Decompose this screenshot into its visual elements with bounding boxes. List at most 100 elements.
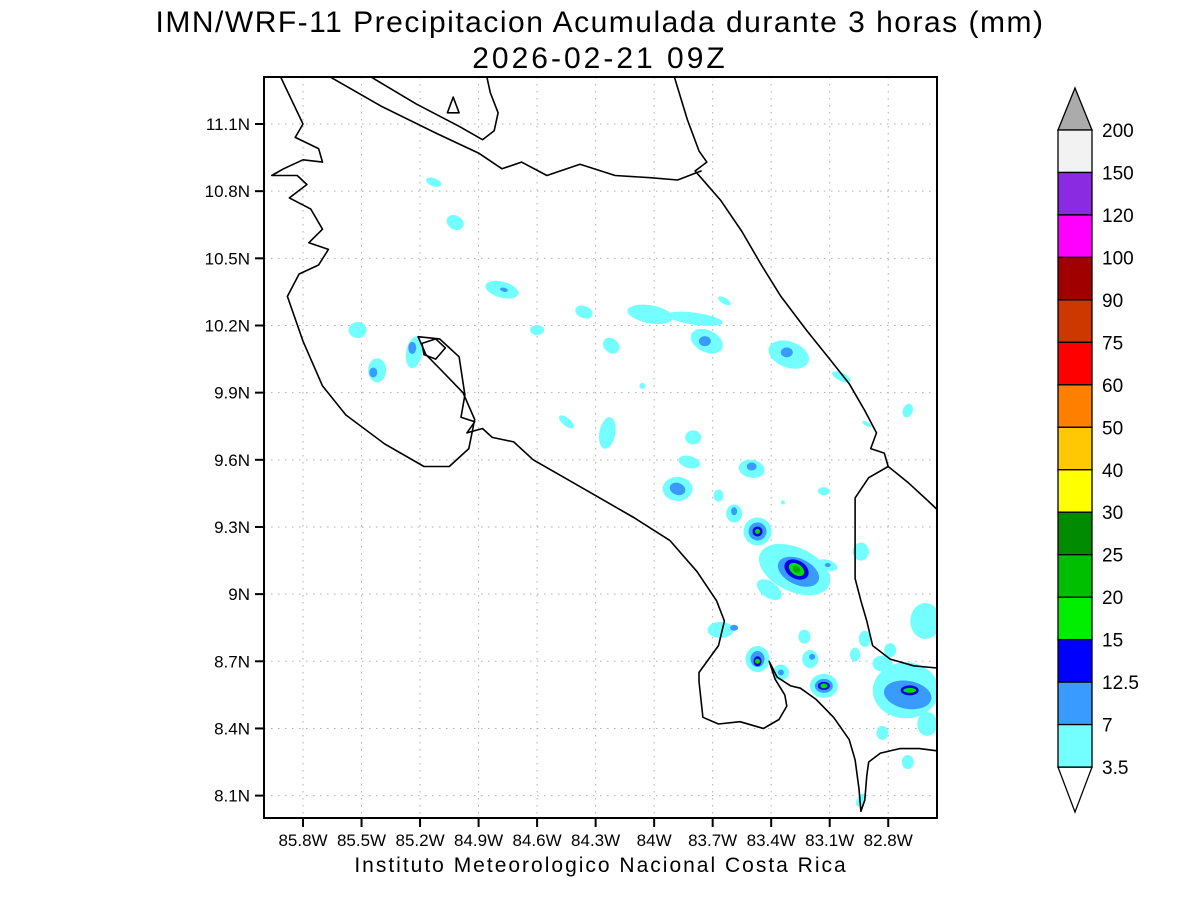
precip-cell-b bbox=[669, 482, 686, 496]
colorbar-label: 100 bbox=[1102, 248, 1134, 269]
precip-cell-c bbox=[713, 489, 724, 502]
precip-cell-c bbox=[852, 542, 869, 561]
precip-cell-c bbox=[876, 725, 889, 740]
colorbar-segment bbox=[1057, 723, 1093, 768]
coastline-pacific-coast bbox=[270, 77, 937, 813]
colorbar-label: 30 bbox=[1102, 503, 1123, 524]
y-tick-label: 10.8N bbox=[205, 182, 250, 201]
coastline-lake-island bbox=[446, 96, 460, 114]
precip-cell-g bbox=[754, 527, 762, 535]
x-tick-label: 84W bbox=[637, 831, 672, 850]
precip-cell-c bbox=[858, 630, 871, 647]
colorbar-segment bbox=[1057, 171, 1093, 216]
colorbar-segment bbox=[1057, 638, 1093, 683]
precip-cell-dg bbox=[792, 566, 801, 573]
precip-cell-b bbox=[730, 624, 739, 631]
coastline-caribbean-coast bbox=[673, 77, 937, 511]
precip-cell-g bbox=[902, 686, 918, 694]
precip-cell-c bbox=[348, 321, 367, 338]
precip-cell-c bbox=[917, 711, 937, 736]
precip-cell-c bbox=[678, 455, 700, 469]
precip-cell-b bbox=[809, 653, 816, 660]
colorbar-segment bbox=[1057, 129, 1093, 174]
precip-cell-b bbox=[408, 341, 417, 354]
colorbar-segment bbox=[1057, 596, 1093, 641]
precip-cell-c bbox=[884, 643, 897, 658]
colorbar-segment bbox=[1057, 299, 1093, 344]
precip-cell-b bbox=[698, 336, 711, 347]
colorbar-label: 3.5 bbox=[1102, 758, 1128, 779]
colorbar-label: 15 bbox=[1102, 631, 1123, 652]
colorbar-label: 7 bbox=[1102, 716, 1113, 737]
x-tick-label: 85.8W bbox=[278, 831, 327, 850]
colorbar-segment bbox=[1057, 554, 1093, 598]
precip-cell-c bbox=[817, 487, 830, 496]
y-tick-label: 9N bbox=[228, 585, 250, 604]
colorbar: 200 150 120 100 90 75 60 50 40 30 25 20 15 12.5 7 3.5 bbox=[1057, 86, 1139, 814]
colorbar-label: 75 bbox=[1102, 333, 1123, 354]
precip-cell-c bbox=[718, 296, 731, 306]
precip-cell-b bbox=[780, 347, 793, 358]
precip-cell-c bbox=[780, 500, 785, 505]
colorbar-segment bbox=[1057, 469, 1093, 513]
colorbar-segment bbox=[1057, 256, 1093, 301]
y-tick-label: 8.7N bbox=[214, 652, 250, 671]
precip-field bbox=[348, 177, 937, 807]
precip-cell-c bbox=[667, 311, 723, 326]
precip-cell-c bbox=[901, 755, 914, 770]
precip-cell-c bbox=[559, 415, 574, 429]
y-tick-label: 8.4N bbox=[214, 719, 250, 738]
precip-cell-c bbox=[627, 304, 673, 325]
chart-title: IMN/WRF-11 Precipitacion Acumulada duran… bbox=[155, 6, 1045, 39]
grid-layer bbox=[264, 77, 937, 818]
precip-cell-c bbox=[707, 621, 734, 638]
colorbar-label: 200 bbox=[1102, 121, 1134, 142]
coastline-lake-arenal bbox=[421, 338, 447, 360]
axes-layer: 85.8W 85.5W 85.2W 84.9W 84.6W 84.3W 84W 83.7W 83… bbox=[205, 115, 913, 850]
y-tick-label: 9.6N bbox=[214, 451, 250, 470]
precip-cell-g bbox=[819, 682, 829, 690]
colorbar-label: 25 bbox=[1102, 546, 1123, 567]
precip-cell-b bbox=[500, 287, 508, 292]
precip-cell-b bbox=[369, 367, 378, 378]
x-tick-label: 83.7W bbox=[688, 831, 737, 850]
y-tick-label: 10.2N bbox=[205, 316, 250, 335]
x-tick-label: 85.5W bbox=[337, 831, 386, 850]
colorbar-label: 20 bbox=[1102, 588, 1123, 609]
x-tick-label: 84.6W bbox=[513, 831, 562, 850]
precip-cell-c bbox=[850, 647, 861, 662]
colorbar-segment bbox=[1057, 214, 1093, 259]
colorbar-segment bbox=[1057, 681, 1093, 726]
footer-credit: Instituto Meteorologico Nacional Costa R… bbox=[354, 854, 848, 877]
precip-cell-c bbox=[685, 430, 702, 445]
x-tick-label: 83.1W bbox=[805, 831, 854, 850]
precip-cell-g bbox=[754, 657, 762, 665]
colorbar-label: 40 bbox=[1102, 461, 1123, 482]
colorbar-segment bbox=[1057, 511, 1093, 556]
y-tick-label: 8.1N bbox=[214, 787, 250, 806]
precip-cell-c bbox=[902, 403, 914, 418]
x-tick-label: 84.3W bbox=[571, 831, 620, 850]
precip-cell-c bbox=[872, 655, 893, 672]
x-tick-label: 84.9W bbox=[454, 831, 503, 850]
precip-cell-b bbox=[777, 669, 784, 676]
coastline-lake-nicaragua-south-shore bbox=[328, 77, 702, 181]
y-tick-label: 9.3N bbox=[214, 518, 250, 537]
precip-cell-c bbox=[575, 305, 593, 319]
precip-cell-c bbox=[862, 420, 872, 428]
coastline-panama-border bbox=[854, 465, 937, 669]
x-tick-label: 82.8W bbox=[864, 831, 913, 850]
y-tick-label: 10.5N bbox=[205, 249, 250, 268]
colorbar-segment bbox=[1057, 384, 1093, 428]
colorbar-segment bbox=[1057, 426, 1093, 471]
precip-cell-c bbox=[530, 324, 545, 335]
y-tick-label: 9.9N bbox=[214, 384, 250, 403]
precip-cell-c bbox=[798, 629, 811, 644]
precip-cell-c bbox=[602, 337, 620, 354]
precip-cell-c bbox=[426, 177, 442, 187]
x-tick-label: 83.4W bbox=[747, 831, 796, 850]
colorbar-label: 120 bbox=[1102, 206, 1134, 227]
precip-cell-c bbox=[446, 214, 464, 231]
precip-cell-b bbox=[824, 563, 831, 568]
